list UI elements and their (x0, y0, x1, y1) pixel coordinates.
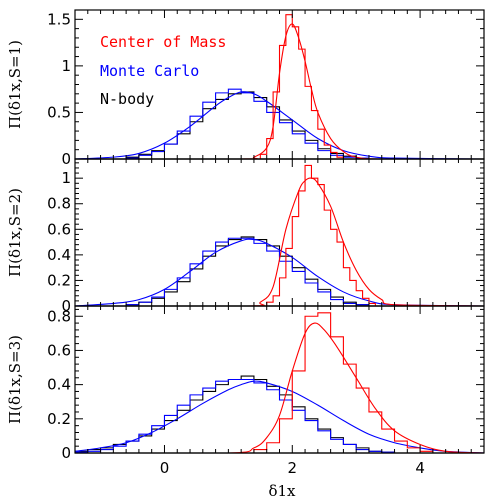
monte-carlo-hist (75, 378, 484, 453)
y-axis-label: Π(δ1x,S=2) (6, 188, 24, 277)
y-tick-label: 0.8 (47, 195, 71, 213)
y-tick-label: 1 (61, 169, 71, 187)
panel-3: 0 0.2 0.4 0.6 0.8 Π(δ1x,S=3) (6, 305, 485, 462)
y-tick-label: 0.5 (47, 103, 71, 121)
monte-carlo-curve (75, 380, 484, 453)
y-tick-label: 0.2 (47, 410, 71, 428)
y-tick-label: 0 (61, 444, 71, 462)
monte-carlo-hist (75, 237, 484, 306)
center-of-mass-hist (75, 312, 484, 453)
y-tick-label: 0.8 (47, 307, 71, 325)
center-of-mass-curve (75, 23, 484, 159)
x-axis-label: δ1x (268, 482, 296, 500)
y-tick-label: 0 (61, 297, 71, 315)
monte-carlo-curve (75, 238, 484, 306)
y-tick-label: 0 (61, 150, 71, 168)
y-tick-label: 0.6 (47, 341, 71, 359)
y-tick-label: 1 (61, 57, 71, 75)
y-tick-label: 0.6 (47, 220, 71, 238)
monte-carlo-hist (75, 88, 484, 159)
y-axis-label: Π(δ1x,S=3) (6, 335, 24, 424)
y-tick-label: 0.4 (47, 246, 71, 264)
legend-entry-n-body: N-body (100, 90, 154, 108)
center-of-mass-curve (75, 177, 484, 306)
plot-area (75, 164, 484, 306)
legend-entry-center-of-mass: Center of Mass (100, 33, 226, 51)
center-of-mass-curve (75, 322, 484, 453)
center-of-mass-hist (75, 164, 484, 306)
panel-1: 0 0.5 1 1.5 Π(δ1x,S=1) (6, 9, 485, 168)
legend: Center of Mass Monte Carlo N-body (100, 33, 226, 108)
panel-2: 0 0.2 0.4 0.6 0.8 1 Π(δ1x,S=2) (6, 158, 485, 315)
y-tick-label: 1.5 (47, 10, 71, 28)
legend-entry-monte-carlo: Monte Carlo (100, 62, 199, 80)
n-body-hist (75, 236, 484, 306)
x-tick-label: 4 (415, 459, 425, 477)
panels: 0 0.5 1 1.5 Π(δ1x,S=1) 0 0.2 0.4 0.6 0.8 1 Π(δ1x,S=… (6, 9, 485, 477)
x-tick-label: 0 (160, 459, 170, 477)
y-tick-label: 0.2 (47, 271, 71, 289)
y-axis-label: Π(δ1x,S=1) (6, 40, 24, 129)
x-tick-label: 2 (288, 459, 298, 477)
y-tick-label: 0.4 (47, 376, 71, 394)
plot-area (75, 312, 484, 453)
monte-carlo-curve (75, 91, 484, 159)
plot-area (75, 14, 484, 159)
